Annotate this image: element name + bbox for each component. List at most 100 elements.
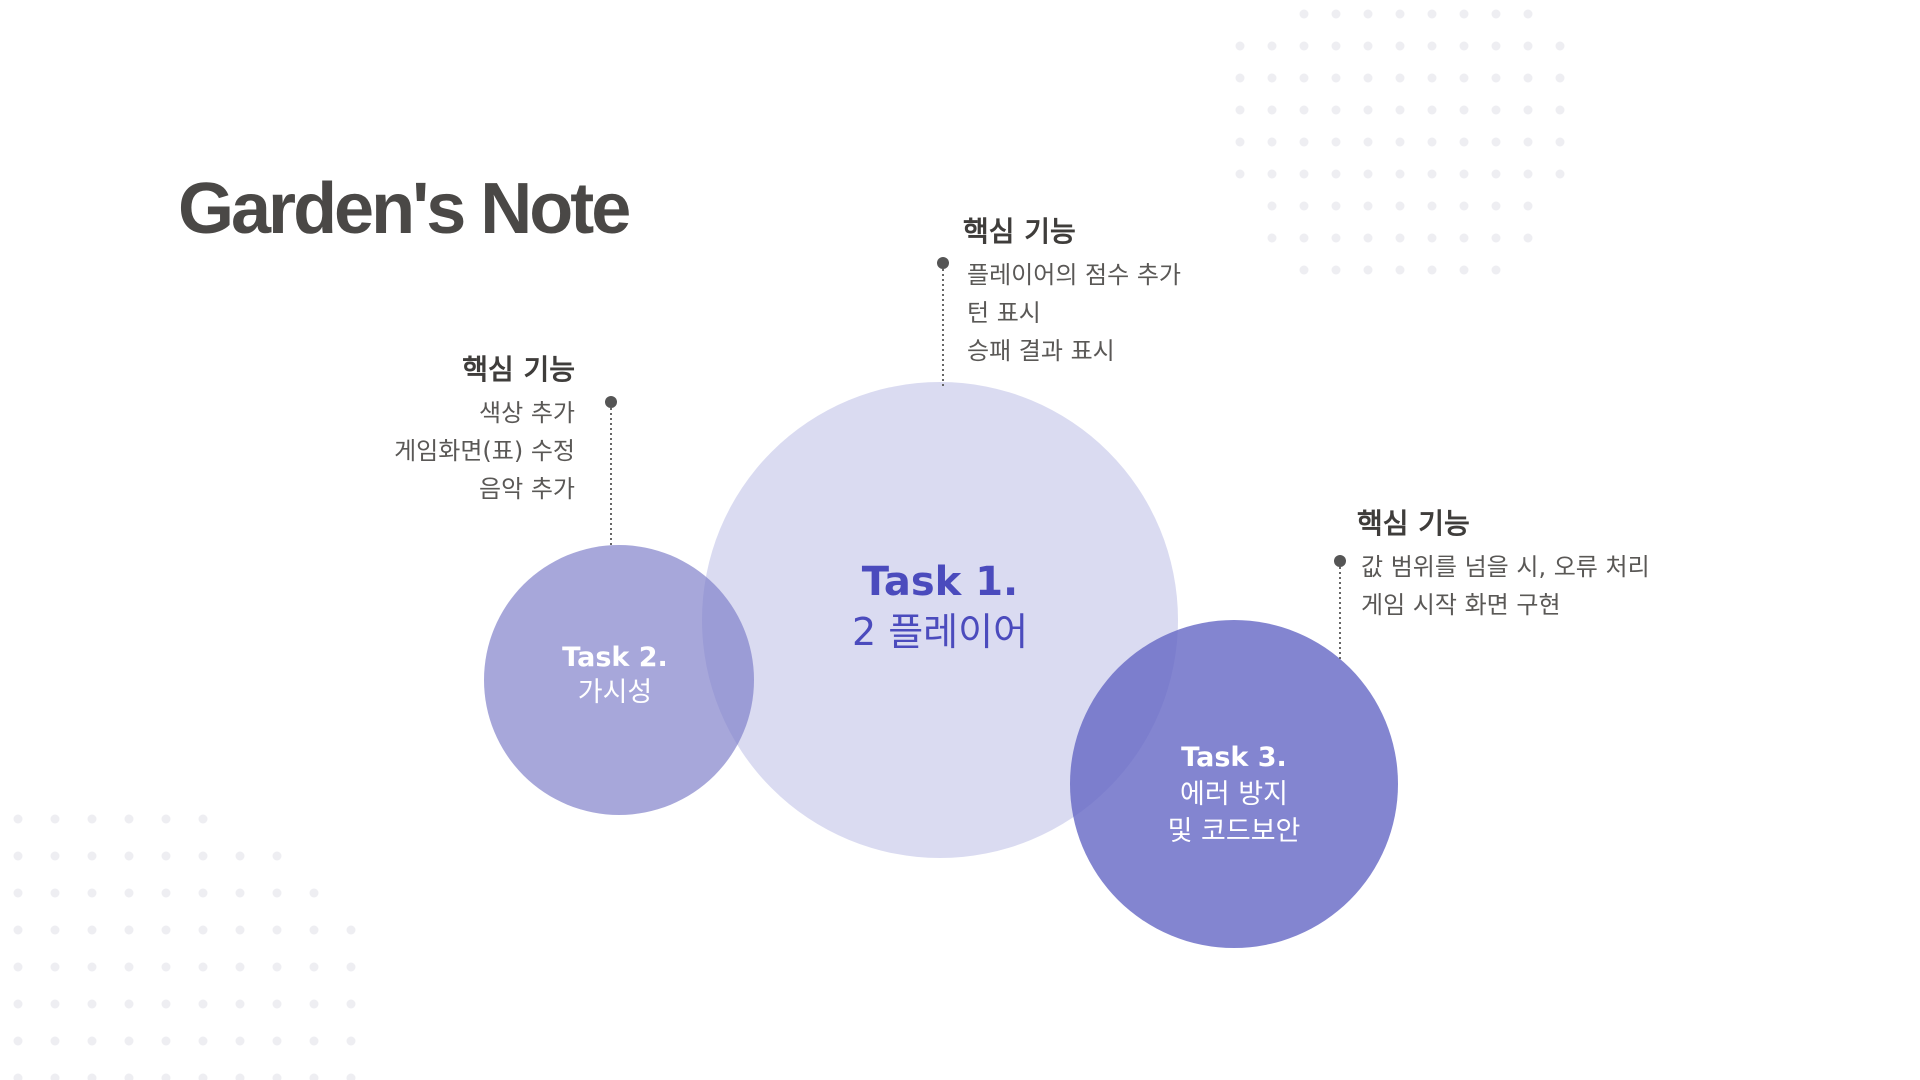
- dot: [1491, 233, 1501, 243]
- dot: [1491, 9, 1501, 19]
- dot: [161, 1036, 171, 1046]
- dot: [272, 962, 282, 972]
- task1-subtitle: 2 플레이어: [851, 610, 1029, 655]
- dot: [235, 1073, 245, 1080]
- dot: [1299, 105, 1309, 115]
- dot: [1267, 41, 1277, 51]
- dot: [13, 814, 23, 824]
- dot-pattern-bottom-left: [0, 805, 370, 1080]
- task2-subtitle: 가시성: [577, 676, 653, 708]
- dot: [1427, 265, 1437, 275]
- dot: [124, 814, 134, 824]
- dot: [1427, 233, 1437, 243]
- dot: [1491, 169, 1501, 179]
- dot: [50, 962, 60, 972]
- dot: [346, 999, 356, 1009]
- dot: [1363, 265, 1373, 275]
- dot: [1459, 73, 1469, 83]
- dot: [1555, 41, 1565, 51]
- dot: [1363, 9, 1373, 19]
- task3-label: Task 3. 에러 방지 및 코드보안: [1134, 741, 1334, 851]
- dot: [161, 925, 171, 935]
- dot: [1523, 169, 1533, 179]
- dot-pattern-top-right: [1230, 0, 1590, 280]
- list-item: 턴 표시: [967, 299, 1041, 327]
- dot: [1459, 233, 1469, 243]
- dot: [1555, 73, 1565, 83]
- dot: [124, 925, 134, 935]
- dot: [1459, 41, 1469, 51]
- task1-label: Task 1. 2 플레이어: [790, 557, 1090, 657]
- dot: [1363, 233, 1373, 243]
- dot: [50, 888, 60, 898]
- dot: [13, 888, 23, 898]
- dot: [124, 851, 134, 861]
- dot: [272, 999, 282, 1009]
- dot: [1299, 73, 1309, 83]
- dot: [124, 1036, 134, 1046]
- task1-features-heading: 핵심 기능: [963, 215, 1076, 248]
- dot: [161, 851, 171, 861]
- dot: [1395, 73, 1405, 83]
- dot: [1299, 137, 1309, 147]
- dot: [1235, 105, 1245, 115]
- dot: [161, 814, 171, 824]
- task2-circle: [484, 545, 754, 815]
- dot: [50, 999, 60, 1009]
- dot: [50, 1036, 60, 1046]
- dot: [1267, 233, 1277, 243]
- list-item: 색상 추가: [479, 399, 575, 427]
- dot: [1459, 169, 1469, 179]
- dot: [198, 925, 208, 935]
- dot: [1331, 169, 1341, 179]
- task3-subtitle-line2: 및 코드보안: [1167, 816, 1301, 848]
- dot: [1427, 41, 1437, 51]
- dot: [1331, 137, 1341, 147]
- dot: [309, 1036, 319, 1046]
- dot: [1427, 137, 1437, 147]
- task2-connector: [604, 395, 618, 547]
- dot: [1395, 265, 1405, 275]
- dot: [1491, 41, 1501, 51]
- dot: [1235, 41, 1245, 51]
- dot: [1363, 105, 1373, 115]
- dot: [50, 925, 60, 935]
- dot: [87, 851, 97, 861]
- dot: [1331, 9, 1341, 19]
- dot: [50, 814, 60, 824]
- dot: [198, 962, 208, 972]
- dot: [13, 851, 23, 861]
- dot: [87, 962, 97, 972]
- dot: [1523, 233, 1533, 243]
- dot: [1363, 41, 1373, 51]
- dot: [1363, 73, 1373, 83]
- task2-features-heading: 핵심 기능: [462, 353, 575, 386]
- dot: [1459, 137, 1469, 147]
- dot: [235, 1036, 245, 1046]
- task3-features-heading: 핵심 기능: [1357, 507, 1470, 540]
- dot: [161, 962, 171, 972]
- dot: [272, 888, 282, 898]
- dot: [309, 962, 319, 972]
- dot: [1491, 73, 1501, 83]
- dot: [1331, 201, 1341, 211]
- dot: [1555, 169, 1565, 179]
- list-item: 승패 결과 표시: [967, 337, 1115, 365]
- dot: [1427, 73, 1437, 83]
- dot: [1459, 105, 1469, 115]
- dot: [309, 999, 319, 1009]
- dot: [1523, 9, 1533, 19]
- dot: [1555, 137, 1565, 147]
- dot: [198, 888, 208, 898]
- dot: [1331, 265, 1341, 275]
- dot: [346, 1073, 356, 1080]
- dot: [13, 925, 23, 935]
- dot: [198, 1036, 208, 1046]
- dot: [1299, 265, 1309, 275]
- dot: [1235, 73, 1245, 83]
- list-item: 플레이어의 점수 추가: [967, 261, 1181, 289]
- dot: [1523, 73, 1533, 83]
- dot: [1331, 73, 1341, 83]
- dot: [1395, 233, 1405, 243]
- connector-dot-icon: [1334, 555, 1346, 567]
